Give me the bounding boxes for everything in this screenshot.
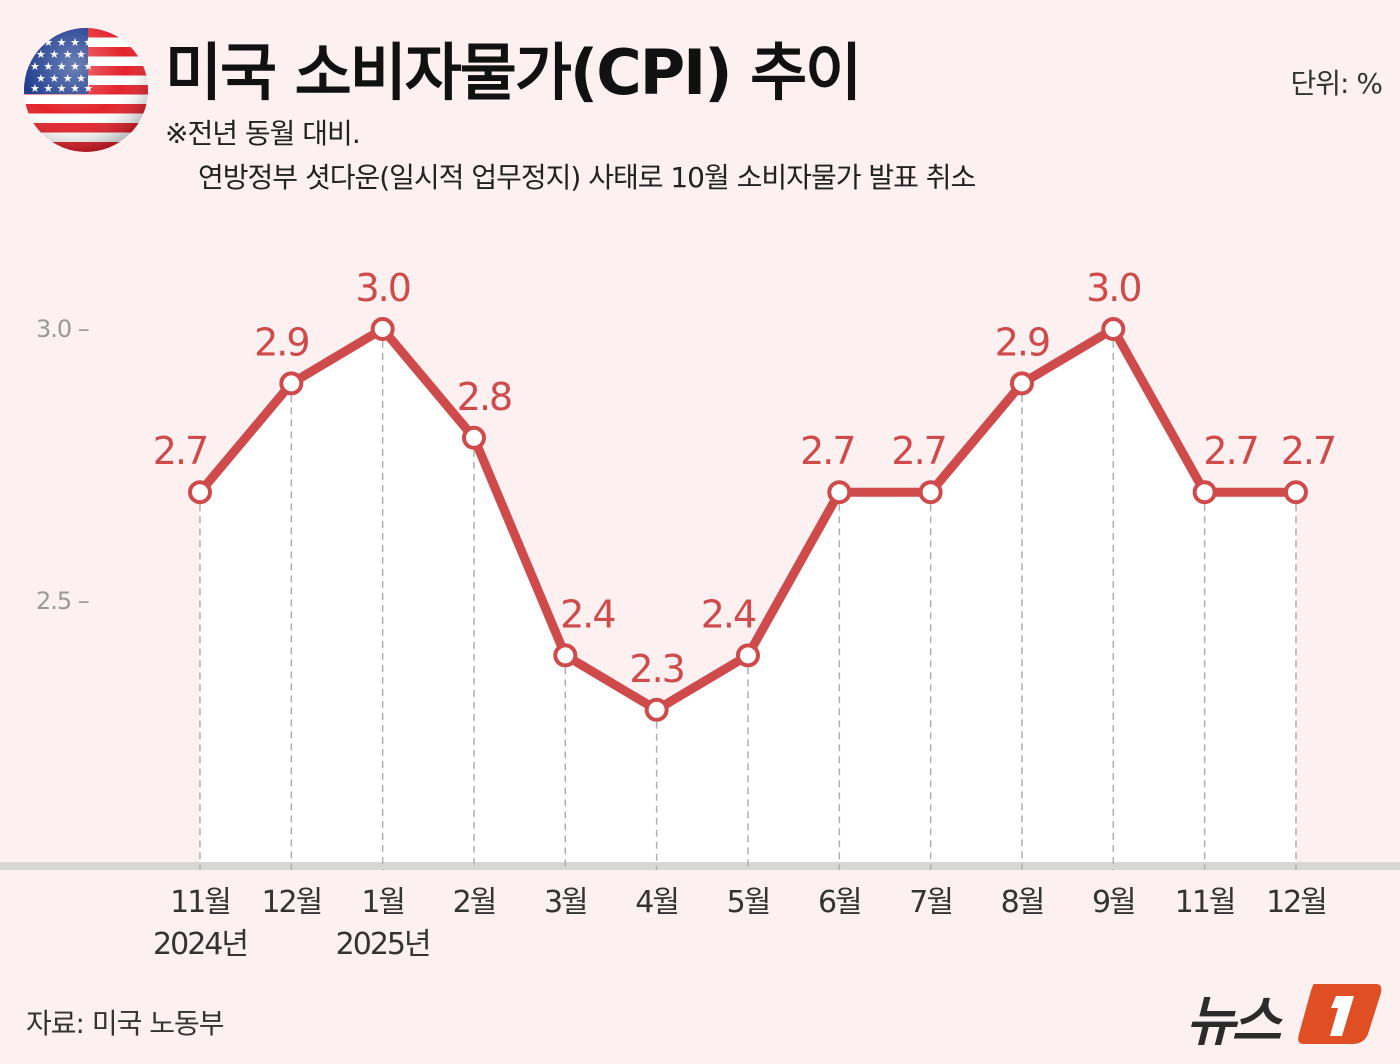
x-tick-label: 12월 — [1266, 885, 1326, 920]
data-label: 2.9 — [254, 320, 308, 364]
data-label: 2.4 — [560, 592, 615, 636]
data-point — [644, 697, 669, 722]
data-point — [827, 480, 852, 505]
us-flag-icon: ★ ★ ★ ★ ★★ ★ ★ ★★ ★ ★ ★ ★★ ★ ★ ★★ ★ ★ ★ … — [24, 28, 148, 152]
data-point — [1101, 317, 1126, 341]
x-tick-label: 1월 — [361, 885, 404, 920]
data-label: 2.3 — [629, 647, 683, 691]
data-point — [188, 480, 212, 505]
x-tick-label: 11월 — [1175, 885, 1235, 920]
x-tick-label: 2월 — [453, 885, 496, 920]
y-tick-label: 3.0 – — [36, 315, 89, 343]
data-point — [735, 643, 760, 668]
data-point — [279, 371, 304, 396]
x-tick-label: 12월 — [261, 885, 321, 920]
y-tick-label: 2.5 – — [36, 587, 89, 615]
x-axis-baseline — [0, 862, 1400, 870]
data-label: 2.9 — [995, 320, 1049, 364]
data-point — [553, 643, 578, 668]
x-tick-label: 8월 — [1001, 885, 1044, 920]
svg-text:뉴스: 뉴스 — [1186, 990, 1284, 1050]
news1-logo: 뉴스 — [1186, 978, 1382, 1053]
data-point — [370, 317, 395, 341]
data-label: 2.4 — [701, 592, 756, 636]
source-label: 자료: 미국 노동부 — [26, 1007, 225, 1040]
year-label: 2024년 — [153, 927, 247, 962]
data-label: 3.0 — [1086, 266, 1140, 310]
data-point — [1192, 480, 1217, 505]
data-label: 2.7 — [891, 429, 945, 473]
x-tick-label: 5월 — [727, 885, 770, 920]
data-point — [1009, 371, 1034, 396]
x-tick-label: 6월 — [818, 885, 861, 920]
x-tick-label: 4월 — [635, 885, 678, 920]
x-tick-label: 11월 — [170, 885, 230, 920]
data-point — [1283, 480, 1308, 505]
x-tick-label: 7월 — [909, 885, 952, 920]
comparison-note: ※전년 동월 대비. — [165, 117, 361, 150]
x-tick-label: 9월 — [1092, 885, 1135, 920]
data-label: 2.8 — [457, 375, 511, 419]
page-title: 미국 소비자물가(CPI) 추이 — [165, 36, 862, 109]
data-label: 2.7 — [1281, 429, 1335, 473]
data-point — [918, 480, 943, 505]
data-label: 2.7 — [1203, 429, 1257, 473]
unit-label: 단위: % — [1290, 67, 1383, 100]
shutdown-note: 연방정부 셧다운(일시적 업무정지) 사태로 10월 소비자물가 발표 취소 — [198, 161, 976, 194]
data-point — [461, 425, 486, 450]
data-label: 3.0 — [355, 266, 409, 310]
year-label: 2025년 — [336, 927, 430, 962]
x-tick-label: 3월 — [544, 885, 587, 920]
data-label: 2.7 — [153, 429, 207, 473]
data-label: 2.7 — [800, 429, 854, 473]
